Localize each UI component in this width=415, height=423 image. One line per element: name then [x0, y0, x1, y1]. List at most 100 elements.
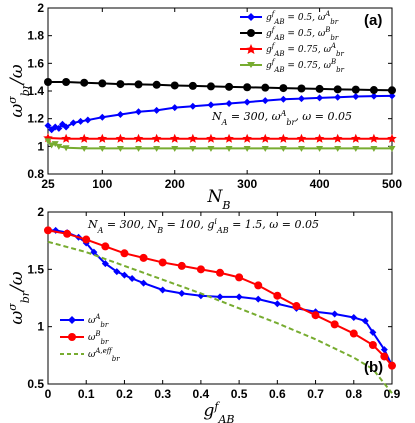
b-ytick-label-0: 0.5: [27, 377, 44, 391]
b-series-1-point-11: [254, 281, 263, 290]
a-series-1-point-10: [225, 82, 234, 91]
legend-a-item-3: gfAB = 0.75, ωAbr: [240, 42, 344, 58]
a-series-2-point-15: [314, 133, 325, 143]
a-series-2-point-1: [61, 133, 71, 143]
b-ticks: 0 0.1 0.2 0.3 0.4 0.5 0.6 0.7 0.8 0.9 0.5 1 1.5 2: [27, 205, 400, 401]
a-series-1-point-17: [351, 85, 360, 94]
a-series-2-point-13: [278, 133, 289, 143]
a-series-3-point-7: [116, 145, 124, 152]
a-series-3-point-10: [171, 145, 179, 152]
a-ytick-label-3: 1.4: [27, 84, 44, 98]
a-series-0-point-12: [153, 106, 161, 114]
a-ytick-label-4: 1.6: [27, 56, 44, 70]
b-series-1-point-16: [349, 329, 358, 338]
b-series-0-point-7: [113, 268, 121, 276]
a-series-1-point-11: [243, 83, 252, 92]
a-series-1-point-15: [315, 84, 324, 93]
a-ytick-label-2: 1.2: [27, 112, 44, 126]
b-series-1-point-10: [235, 273, 244, 282]
a-series-3-point-2: [51, 141, 59, 148]
a-series-3-point-20: [352, 145, 360, 152]
a-series-1-point-3: [98, 79, 107, 88]
b-series-0-point-23: [369, 328, 377, 336]
a-series-0-point-11: [135, 108, 143, 116]
a-series-3-point-12: [207, 145, 215, 152]
a-series-0-point-24: [370, 92, 378, 100]
a-series-2-point-5: [133, 133, 144, 143]
a-series-1-point-19: [388, 86, 396, 95]
a-series-1-point-0: [44, 78, 52, 87]
a-series-3-point-15: [261, 145, 269, 152]
b-series-1-point-0: [44, 226, 52, 235]
b-series-1-point-4: [120, 249, 129, 258]
a-series-0-point-0: [44, 122, 52, 130]
a-series-0-point-23: [352, 93, 360, 101]
a-series-1-point-14: [297, 84, 306, 93]
a-series-3-point-1: [48, 142, 56, 149]
xlabel-b: gfAB: [204, 400, 235, 423]
b-xtick-label-0: 0: [45, 387, 52, 401]
a-series-1-point-4: [116, 80, 125, 89]
a-ytick-label-5: 1.8: [27, 29, 44, 43]
b-series-1-point-9: [216, 268, 224, 277]
a-series: [43, 78, 397, 152]
xlabel-a: NB: [207, 187, 231, 212]
b-series-0-point-20: [331, 310, 339, 318]
a-series-3-point-19: [334, 145, 342, 152]
a-series-2-point-18: [369, 133, 379, 143]
b-series-0-point-9: [128, 275, 136, 283]
a-ytick-label-1: 1: [37, 139, 44, 153]
a-series-0-point-9: [98, 113, 106, 121]
a-series-0-point-16: [225, 99, 233, 107]
a-series-1-point-2: [80, 78, 89, 87]
a-series-1-point-5: [134, 80, 143, 89]
b-series-1-point-13: [292, 302, 301, 311]
b-series-0-point-10: [140, 279, 148, 287]
a-ytick-label-0: 0.8: [27, 167, 44, 181]
a-series-0-point-6: [69, 119, 77, 127]
a-series-3-point-8: [135, 145, 143, 152]
a-series-1-point-8: [188, 81, 197, 90]
a-series-2-point-14: [296, 133, 307, 143]
ylabel-b: ωσbr/ω: [6, 271, 32, 324]
b-series-0-point-6: [101, 260, 109, 268]
a-series-1-point-12: [261, 83, 270, 92]
a-series-3-point-6: [98, 145, 106, 152]
a-series-1-point-13: [279, 84, 288, 93]
b-ytick-label-2: 1.5: [27, 262, 44, 276]
b-series-0-point-24: [380, 346, 388, 354]
b-series-1-point-3: [101, 242, 110, 251]
legend-a-item-4: gfAB = 0.75, ωBbr: [240, 58, 345, 74]
panel-label-a: (a): [364, 12, 382, 29]
a-series-2-point-8: [188, 133, 198, 143]
a-series-2-point-6: [151, 133, 162, 143]
a-series-3-point-9: [153, 145, 161, 152]
b-series-1-point-1: [63, 229, 72, 238]
a-series-2-point-12: [260, 133, 271, 143]
b-series-0-point-5: [90, 248, 98, 256]
b-series-0-point-21: [350, 313, 358, 321]
a-series-3-point-16: [279, 145, 287, 152]
b-series-1-point-12: [273, 291, 282, 300]
a-series-0-point-18: [261, 97, 269, 105]
a-series-2-point-3: [97, 133, 108, 143]
a-series-3-point-22: [388, 145, 396, 152]
a-series-2-point-4: [115, 133, 126, 143]
a-series-2-point-10: [224, 133, 234, 143]
b-xtick-label-8: 0.8: [345, 387, 362, 401]
b-ytick-label-1: 1: [37, 320, 44, 334]
a-series-3-point-4: [62, 145, 70, 152]
a-series-1-point-16: [333, 85, 342, 94]
b-series-0-point-12: [178, 289, 186, 297]
b-series-1-point-8: [196, 265, 205, 274]
a-series-2-line: [47, 137, 392, 140]
a-series-1-point-1: [62, 78, 71, 87]
b-xtick-label-7: 0.7: [307, 387, 324, 401]
b-series-0-point-16: [254, 295, 262, 303]
b-series-0-point-14: [216, 293, 224, 301]
legend-a-item-2: gfAB = 0.5, ωBbr: [240, 26, 339, 42]
b-series-1-point-15: [330, 320, 339, 329]
a-series-3-point-5: [80, 145, 88, 152]
panel-b: 0 0.1 0.2 0.3 0.4 0.5 0.6 0.7 0.8 0.9 0.5 1 1.5 2 (b)…: [6, 205, 401, 423]
